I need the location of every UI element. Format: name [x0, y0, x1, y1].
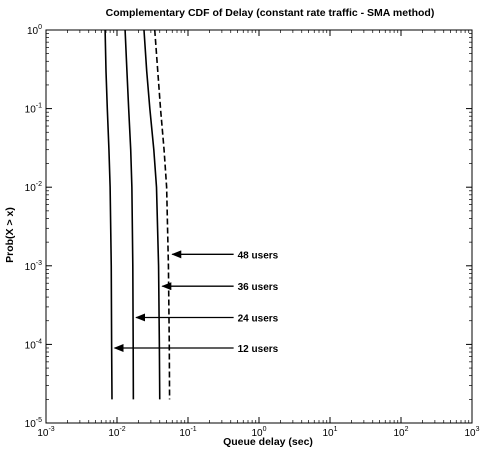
x-axis-label: Queue delay (sec) [223, 436, 313, 448]
minor-ticks [46, 33, 472, 400]
series-line-36-users [143, 29, 161, 400]
annotation-layer: 48 users 36 users 24 users 12 users [113, 250, 279, 355]
x-axis: 10-3 10-2 10-1 100 101 102 103 [37, 30, 480, 439]
y-tick-label: 10-2 [25, 181, 42, 194]
annotation-label: 12 users [238, 344, 279, 355]
x-tick-label: 102 [393, 426, 408, 439]
x-tick-label: 100 [251, 426, 266, 439]
series-layer [104, 29, 171, 400]
x-tick-label: 103 [464, 426, 479, 439]
minor-ticks [67, 30, 470, 423]
chart-title: Complementary CDF of Delay (constant rat… [106, 7, 435, 19]
y-tick-label: 10-4 [25, 338, 42, 351]
series-line-12-users [104, 29, 113, 400]
x-tick-label: 101 [322, 426, 337, 439]
x-tick-label: 10-2 [108, 426, 125, 439]
y-axis: 100 10-1 10-2 10-3 10-4 10-5 [25, 24, 472, 430]
annotation-label: 24 users [238, 313, 279, 324]
y-tick-label: 10-1 [25, 103, 42, 116]
y-tick-label: 10-3 [25, 260, 42, 273]
y-tick-label: 10-5 [25, 417, 42, 430]
y-tick-label: 100 [27, 24, 42, 37]
series-line-24-users [124, 29, 135, 400]
annotation-label: 36 users [238, 282, 279, 293]
x-tick-label: 10-3 [37, 426, 54, 439]
series-line-48-users [153, 29, 171, 400]
x-tick-label: 10-1 [179, 426, 196, 439]
annotation-label: 48 users [238, 250, 279, 261]
y-axis-label: Prob(X > x) [4, 207, 16, 263]
